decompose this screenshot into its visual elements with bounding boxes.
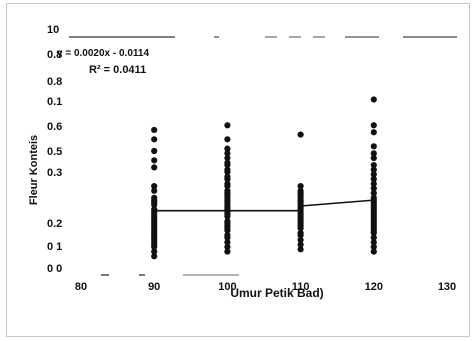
- x-tick-label: 90: [148, 281, 160, 293]
- y-tick-label: 0.6: [47, 121, 62, 133]
- y-tick-label: 0 0: [47, 263, 62, 275]
- scatter-chart: 100.80.80.10.60.50.30.20 10 0 80 90 100 110…: [7, 4, 469, 336]
- data-point: [371, 150, 377, 156]
- trendline: [154, 200, 374, 211]
- x-tick-label: 130: [438, 281, 456, 293]
- y-tick-label: 0.5: [47, 146, 62, 158]
- y-tick-label: 0.1: [47, 96, 62, 108]
- data-points: [151, 96, 377, 259]
- trend-equation: y = 0.0020x - 0.0114: [57, 48, 149, 59]
- y-tick-label: 0.3: [47, 167, 62, 179]
- data-point: [151, 157, 157, 163]
- data-point: [151, 164, 157, 170]
- data-point: [151, 148, 157, 154]
- data-point: [151, 136, 157, 142]
- y-axis-title: Fleur Konteis: [28, 135, 40, 205]
- data-point: [224, 136, 230, 142]
- data-point: [371, 162, 377, 168]
- data-point: [371, 129, 377, 135]
- data-point: [371, 96, 377, 102]
- x-tick-label: 120: [365, 281, 383, 293]
- y-tick-label: 0.8: [47, 76, 62, 88]
- data-point: [298, 183, 304, 189]
- data-point: [371, 122, 377, 128]
- data-point: [224, 146, 230, 152]
- x-axis-title: Umur Petik Bad): [230, 286, 323, 300]
- data-point: [151, 127, 157, 133]
- x-tick-label: 80: [75, 281, 87, 293]
- y-tick-label: 0 1: [47, 241, 62, 253]
- y-axis: 100.80.80.10.60.50.30.20 10 0: [47, 24, 62, 275]
- y-tick-label: 0.2: [47, 218, 62, 230]
- data-point: [151, 195, 157, 201]
- data-point: [298, 132, 304, 138]
- trendline-segment: [301, 200, 374, 206]
- y-tick-label: 10: [47, 24, 59, 36]
- r-squared-label: R² = 0.0411: [89, 64, 146, 76]
- data-point: [371, 143, 377, 149]
- data-point: [224, 122, 230, 128]
- data-point: [151, 183, 157, 189]
